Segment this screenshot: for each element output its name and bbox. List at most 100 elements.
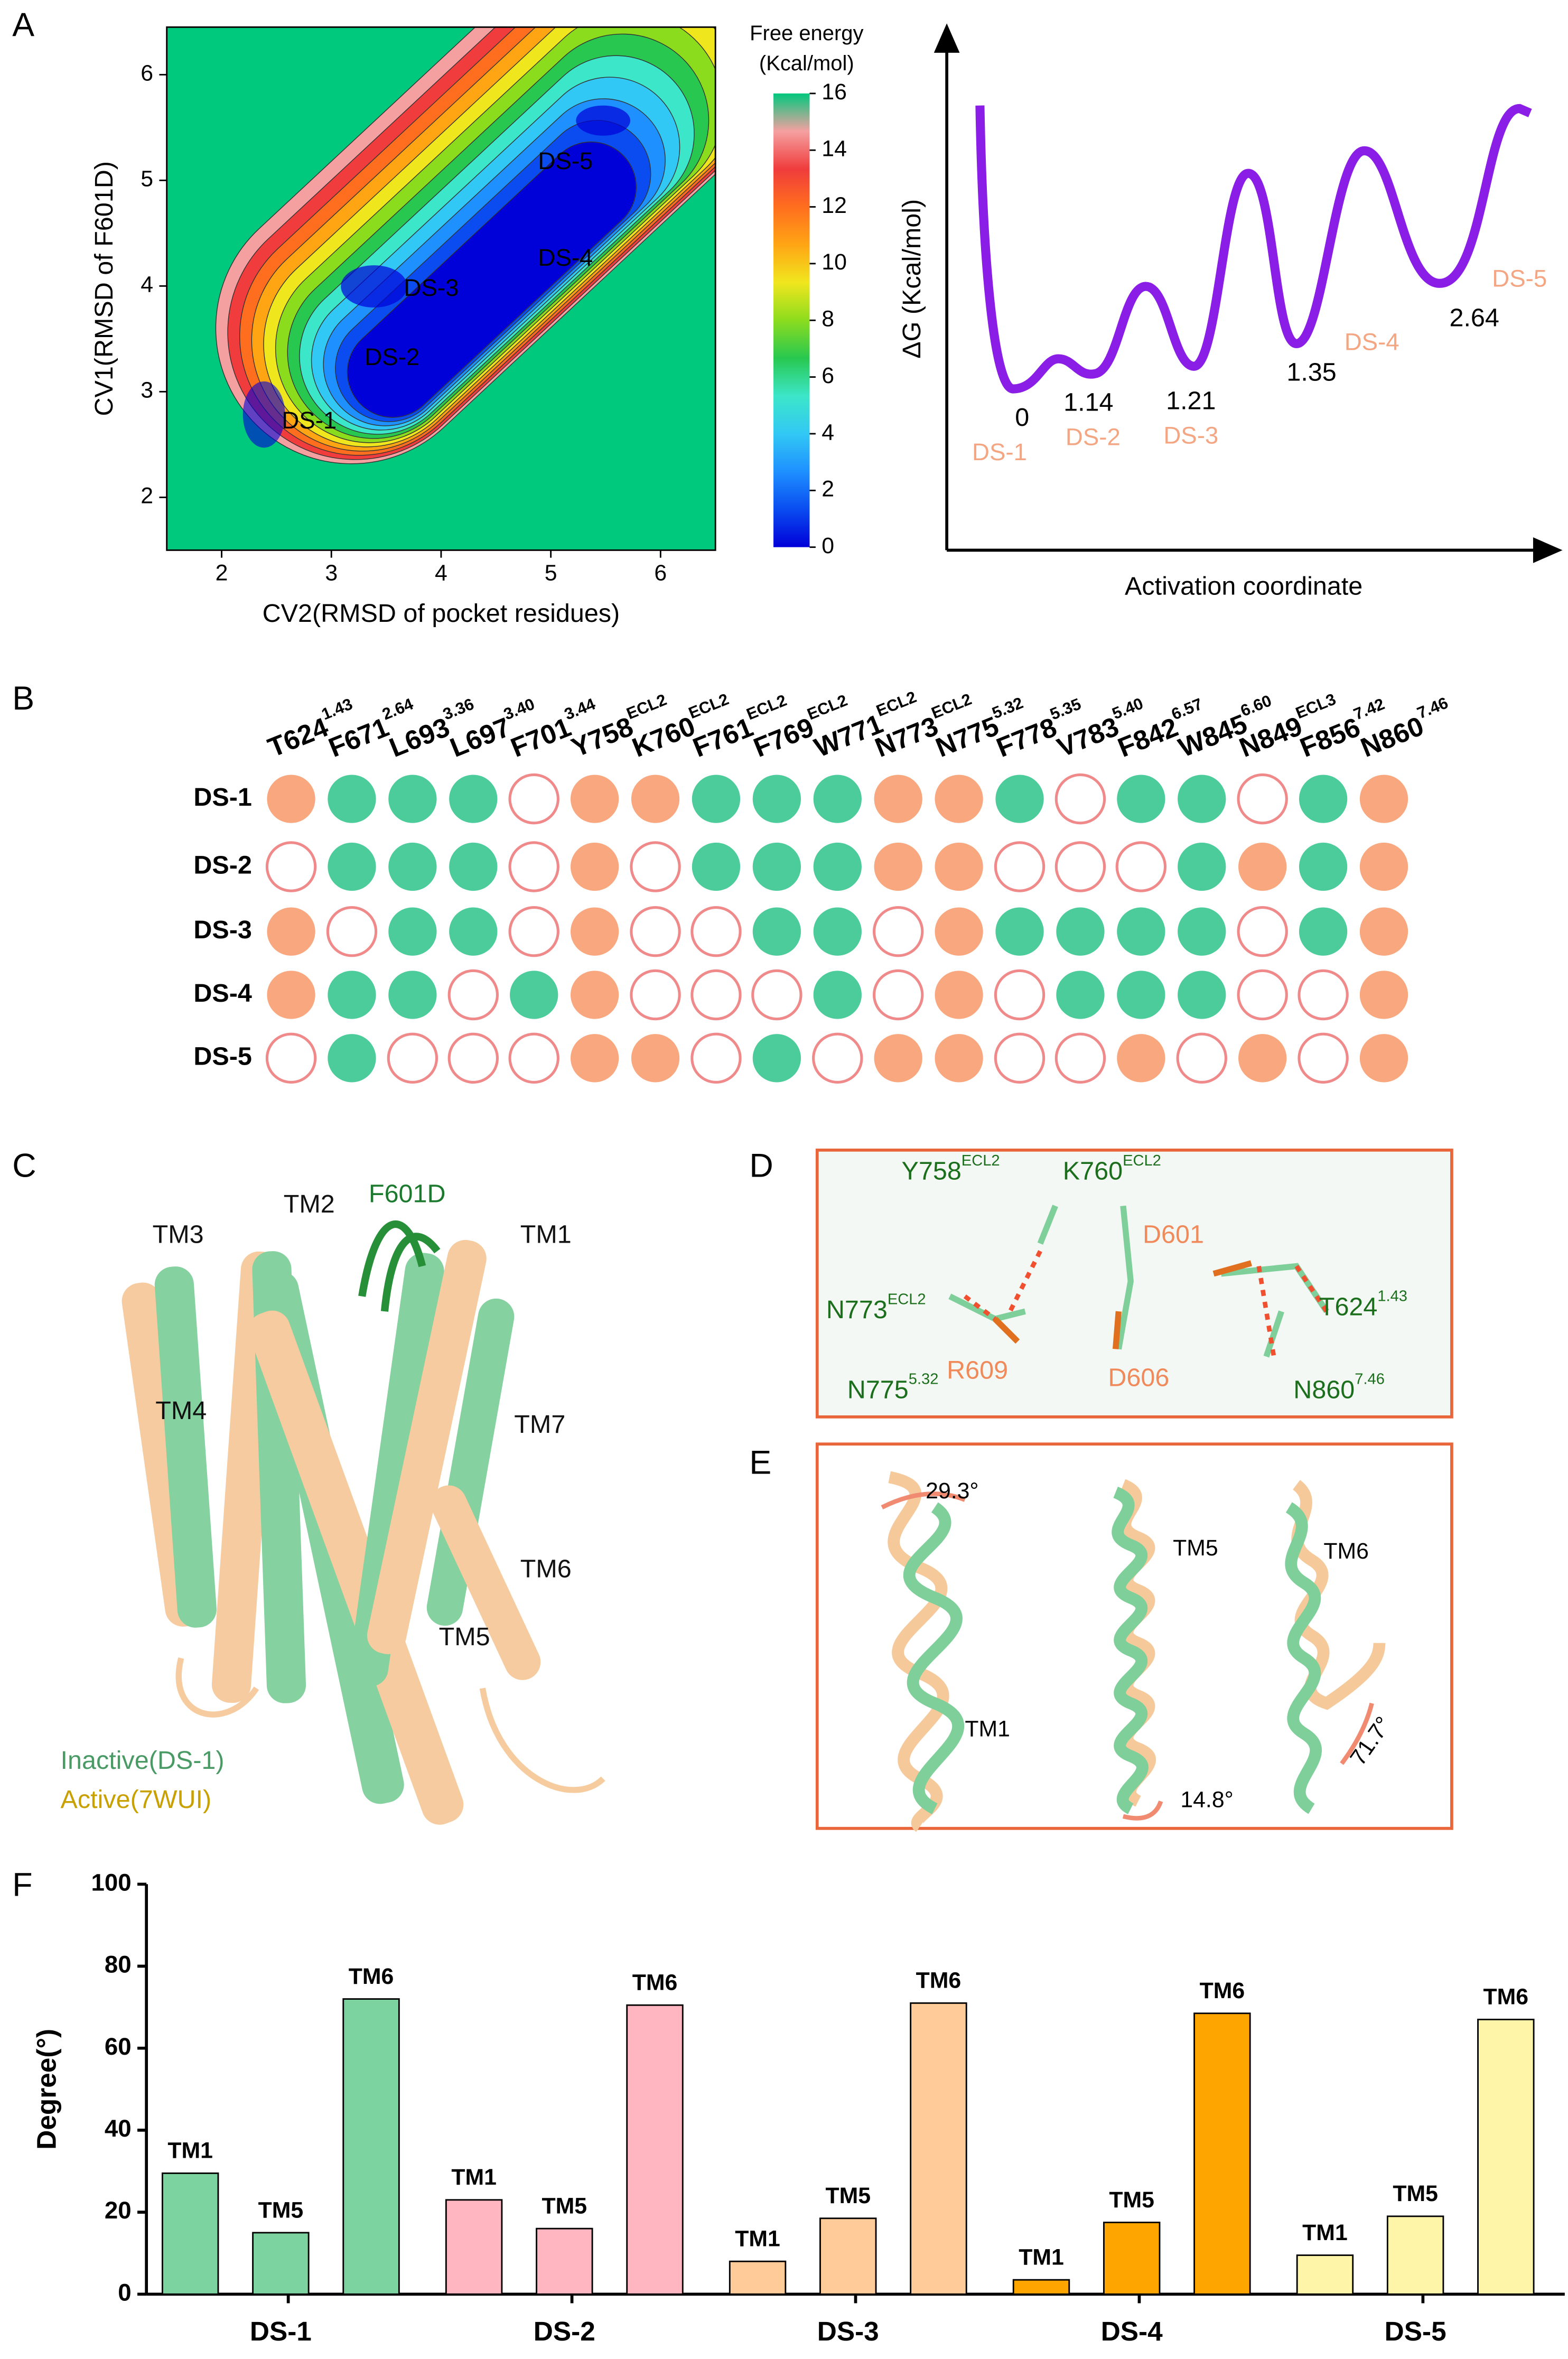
matrix-dot — [570, 971, 619, 1019]
residue-label-sup: ECL2 — [929, 689, 974, 722]
residue-label-sup: 7.46 — [1414, 694, 1451, 723]
colorbar-title: Free energy — [750, 22, 863, 45]
matrix-dot — [1299, 842, 1348, 891]
structure-label: TM2 — [284, 1190, 335, 1218]
matrix-dot — [630, 841, 681, 892]
structure-label: TM6 — [520, 1555, 572, 1583]
y-axis-label: CV1(RMSD of F601D) — [90, 161, 118, 416]
matrix-dot — [328, 775, 376, 823]
x-tick-label: 6 — [654, 560, 667, 585]
matrix-dot — [1117, 971, 1165, 1019]
residue-label-main: R609 — [947, 1356, 1008, 1384]
contour-map — [166, 27, 716, 551]
matrix-dot — [813, 971, 862, 1019]
panel-letter: E — [749, 1444, 771, 1481]
matrix-dot — [1237, 773, 1288, 825]
matrix-dot — [874, 1034, 922, 1083]
matrix-dot — [935, 971, 983, 1019]
residue-label: Y758ECL2 — [902, 1152, 1000, 1186]
matrix-dot — [449, 842, 498, 891]
matrix-dot — [1117, 907, 1165, 956]
row-label: DS-1 — [193, 783, 252, 812]
helix-label: 29.3° — [926, 1478, 978, 1504]
x-tick-label: DS-3 — [817, 2316, 879, 2346]
bar — [536, 2227, 593, 2295]
panel-letter: C — [12, 1148, 36, 1185]
matrix-dot — [1056, 971, 1105, 1019]
matrix-dot — [813, 775, 862, 823]
x-tick-label: 5 — [545, 560, 557, 585]
matrix-dot — [1359, 1034, 1408, 1083]
x-tick-label: DS-1 — [250, 2316, 312, 2346]
panel-d-box — [815, 1149, 1453, 1419]
x-tick-label: 2 — [216, 560, 228, 585]
residue-label: R609 — [947, 1356, 1008, 1384]
matrix-dot — [690, 906, 742, 957]
colorbar-tick-label: 8 — [822, 306, 834, 332]
residue-label-main: K760 — [1063, 1157, 1123, 1185]
energy-value: 1.35 — [1286, 358, 1336, 386]
x-tick-label: DS-2 — [534, 2316, 595, 2346]
residue-label: N7755.32 — [847, 1370, 939, 1404]
residue-label-sup: 6.57 — [1169, 695, 1205, 724]
residue-label-sup: 7.42 — [1351, 695, 1387, 724]
panel-d-art — [948, 1205, 1329, 1358]
matrix-dot — [752, 1034, 801, 1083]
matrix-dot — [1359, 907, 1408, 956]
matrix-dot — [265, 1032, 317, 1084]
matrix-dot — [1178, 971, 1226, 1019]
matrix-dot — [510, 971, 558, 1019]
bar — [1477, 2018, 1535, 2295]
colorbar-tick-label: 0 — [822, 533, 834, 558]
basin — [576, 105, 630, 136]
structure-label: TM7 — [514, 1410, 565, 1439]
matrix-dot — [326, 906, 378, 957]
matrix-dot — [872, 906, 924, 957]
structure-label: TM3 — [153, 1220, 204, 1248]
bar-label: TM6 — [632, 1970, 678, 1996]
residue-label-sup: ECL3 — [1293, 689, 1338, 722]
bar-label: TM1 — [167, 2138, 213, 2164]
structure-label: Inactive(DS-1) — [61, 1746, 225, 1775]
matrix-dot — [447, 969, 499, 1021]
matrix-dot — [1054, 773, 1106, 825]
matrix-dot — [570, 1034, 619, 1083]
matrix-dot — [265, 841, 317, 892]
colorbar-title: (Kcal/mol) — [759, 52, 854, 75]
residue-label-sup: 1.43 — [319, 695, 356, 724]
helix-label: TM5 — [1173, 1535, 1218, 1561]
bar — [819, 2217, 877, 2295]
residue-label: D606 — [1108, 1363, 1169, 1392]
bar-label: TM5 — [825, 2183, 871, 2208]
residue-label: N773ECL2 — [826, 1291, 926, 1324]
matrix-dot — [1298, 1032, 1349, 1084]
matrix-dot — [388, 842, 437, 891]
bar-label: TM5 — [1393, 2181, 1438, 2206]
residue-label-sup: ECL2 — [686, 689, 731, 722]
residue-label-sup: 6.60 — [1238, 691, 1274, 720]
structure-label: TM4 — [155, 1396, 207, 1425]
matrix-dot — [631, 1034, 680, 1083]
matrix-dot — [1056, 907, 1105, 956]
matrix-dot — [935, 1034, 983, 1083]
matrix-dot — [1238, 842, 1287, 891]
structure-label: TM5 — [439, 1623, 490, 1651]
energy-value: 2.64 — [1449, 304, 1499, 332]
matrix-dot — [751, 969, 802, 1021]
state-label: DS-5 — [1492, 265, 1547, 292]
bar — [729, 2260, 787, 2295]
matrix-dot — [935, 842, 983, 891]
panel-letter: F — [12, 1867, 32, 1904]
structure-label: TM1 — [520, 1220, 572, 1248]
colorbar-tick-label: 6 — [822, 363, 834, 388]
structure-label: F601D — [369, 1179, 446, 1208]
matrix-dot — [1178, 775, 1226, 823]
matrix-dot — [267, 971, 315, 1019]
matrix-dot — [570, 775, 619, 823]
matrix-dot — [752, 842, 801, 891]
matrix-dot — [752, 775, 801, 823]
matrix-dot — [387, 1032, 438, 1084]
helix-label: TM6 — [1323, 1539, 1369, 1564]
bar — [626, 2004, 684, 2295]
helix-label: TM1 — [965, 1717, 1010, 1742]
